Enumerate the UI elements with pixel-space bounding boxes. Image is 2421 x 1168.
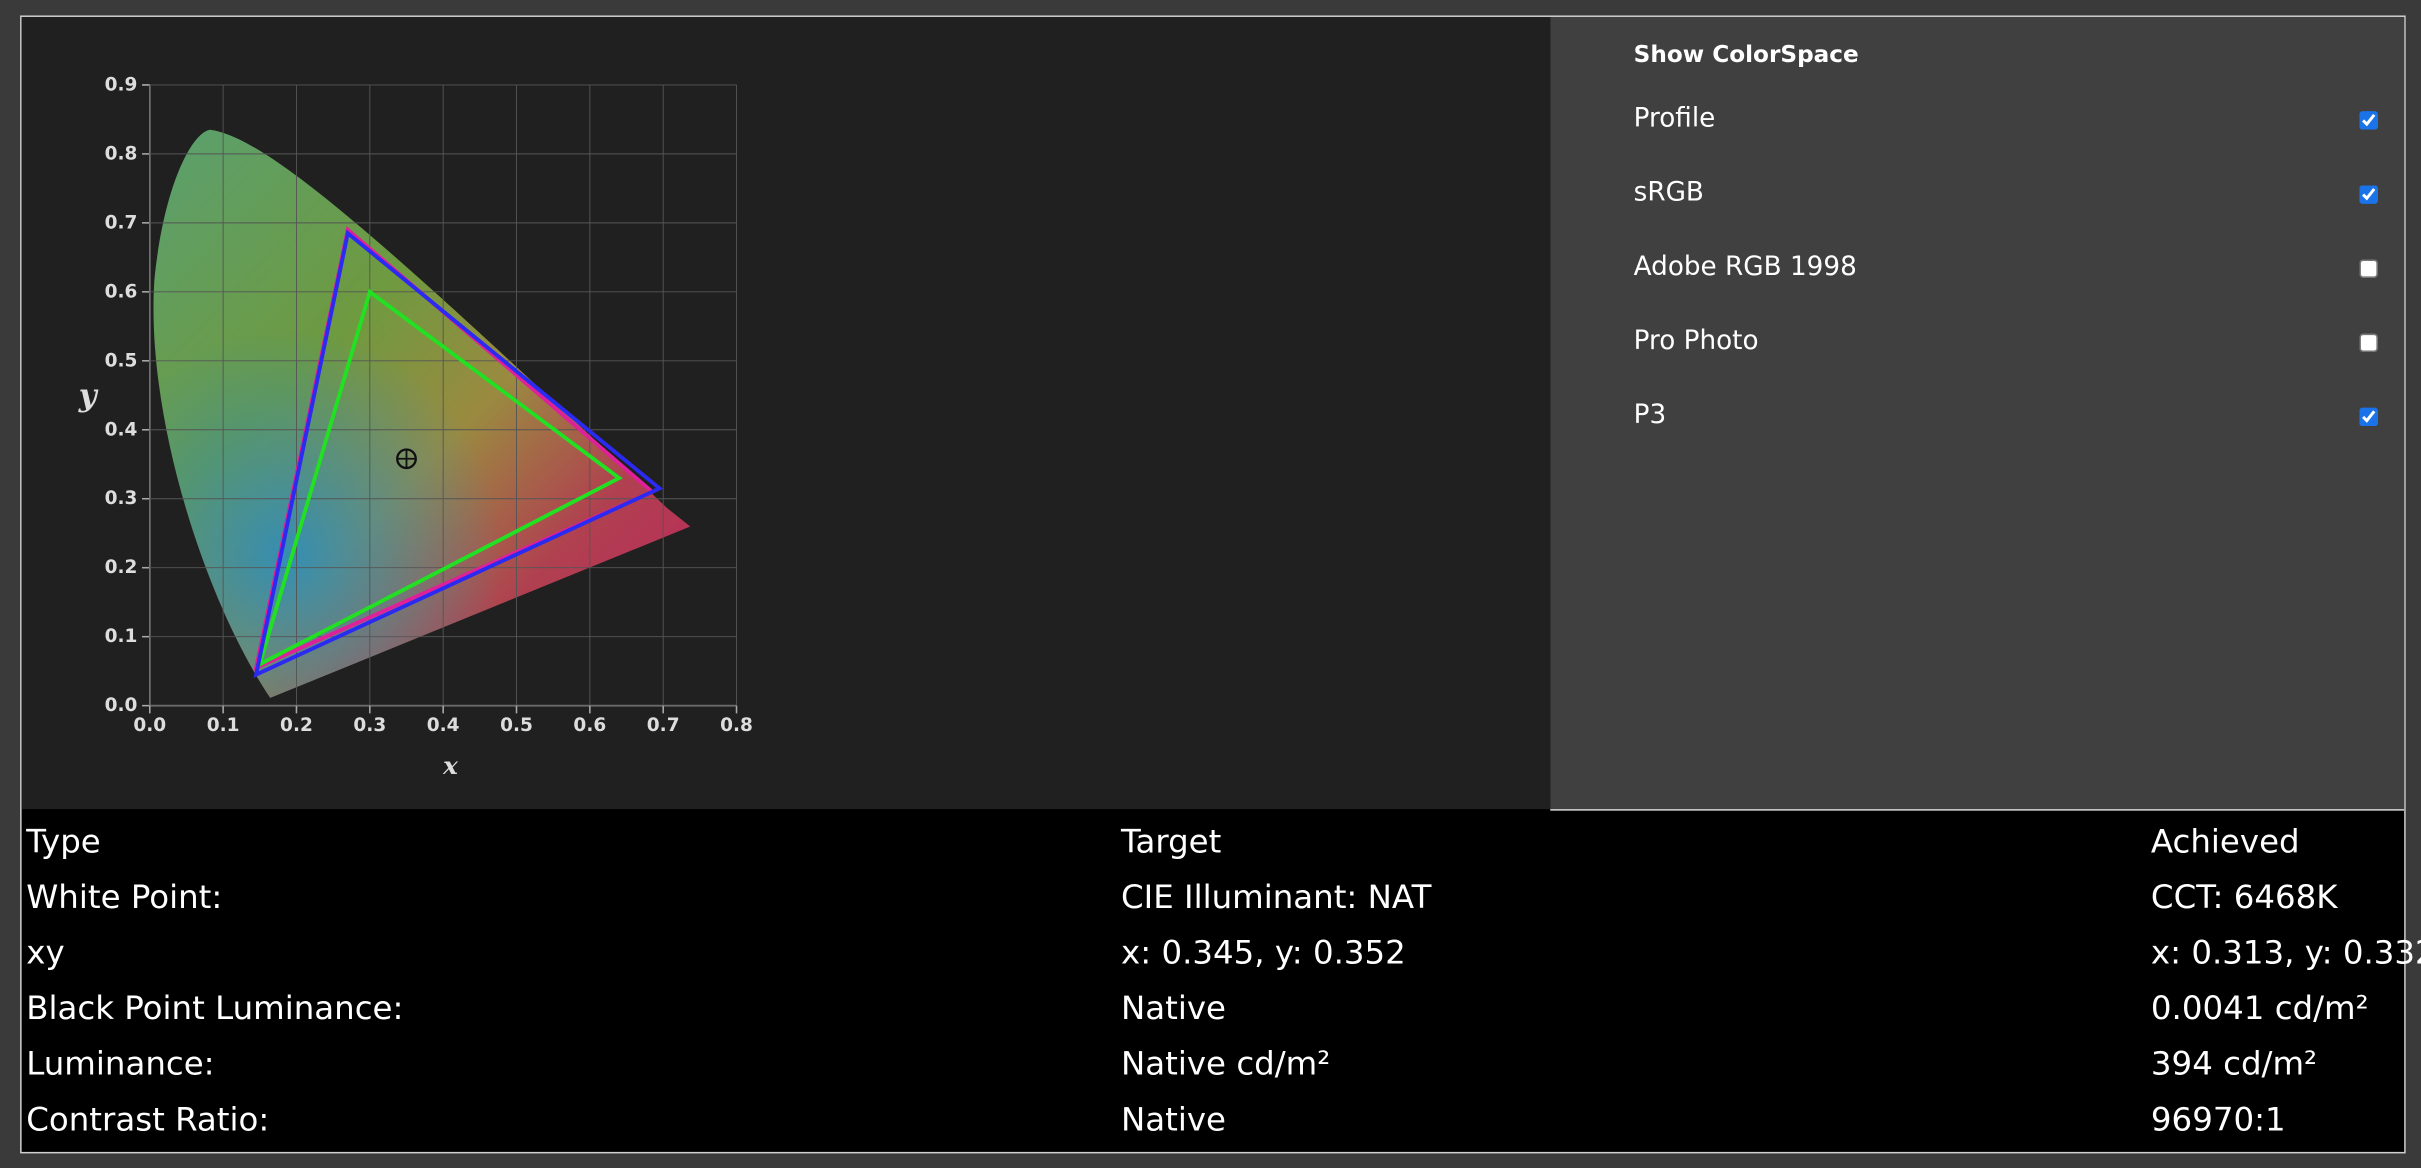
- table-cell: CIE Illuminant: NAT: [1121, 878, 1432, 916]
- table-cell: White Point:: [26, 878, 223, 916]
- table-header: Achieved: [2150, 823, 2300, 861]
- x-tick-label: 0.7: [647, 715, 680, 736]
- table-cell: x: 0.345, y: 0.352: [1121, 934, 1406, 972]
- x-tick-label: 0.8: [720, 715, 753, 736]
- table-cell: xy: [26, 934, 65, 972]
- y-tick-label: 0.7: [105, 212, 138, 233]
- table-header: Type: [26, 823, 101, 861]
- y-axis-label: y: [78, 377, 99, 413]
- x-tick-label: 0.2: [280, 715, 313, 736]
- x-tick-label: 0.0: [133, 715, 166, 736]
- option-checkbox[interactable]: [2359, 333, 2378, 353]
- x-tick-label: 0.3: [353, 715, 386, 736]
- option-checkbox[interactable]: [2359, 259, 2378, 278]
- option-checkbox[interactable]: [2359, 407, 2378, 427]
- table-cell: Native cd/m²: [1121, 1045, 1331, 1083]
- chart-pane: y x 0.0 0.1 0.2 0.3 0.4 0.5 0.6 0.7 0.8 0.9 0.0 0.1…: [21, 16, 1551, 810]
- chart: y x 0.0 0.1 0.2 0.3 0.4 0.5 0.6 0.7 0.8 0.9 0.0 0.1…: [78, 74, 753, 780]
- white-point-cross: [397, 449, 416, 469]
- x-axis-label: x: [442, 751, 458, 780]
- table-cell: x: 0.313, y: 0.332: [2150, 934, 2421, 972]
- table-header: Target: [1121, 823, 1222, 861]
- y-tick-label: 0.9: [105, 74, 138, 95]
- gamut-triangle: [253, 229, 664, 678]
- x-tick-label: 0.4: [427, 715, 460, 736]
- y-tick-label: 0.3: [105, 488, 138, 509]
- y-tick-label: 0.6: [105, 281, 138, 302]
- table-cell: 394 cd/m²: [2150, 1045, 2318, 1083]
- sidebar-title: Show ColorSpace: [1633, 40, 1859, 68]
- y-tick-label: 0.2: [105, 557, 138, 578]
- table-cell: CCT: 6468K: [2150, 878, 2338, 916]
- table-cell: 96970:1: [2150, 1100, 2286, 1139]
- sidebar: Show ColorSpace Profile sRGB Adobe RGB 199…: [1550, 16, 2405, 811]
- option-label[interactable]: Adobe RGB 1998: [1633, 251, 1857, 283]
- table-cell: Native: [1121, 989, 1227, 1027]
- option-label[interactable]: Profile: [1633, 103, 1716, 135]
- table-cell: Black Point Luminance:: [26, 989, 404, 1027]
- x-tick-label: 0.6: [573, 715, 606, 736]
- y-tick-label: 0.8: [105, 143, 138, 164]
- option-label[interactable]: sRGB: [1633, 177, 1704, 209]
- gamut-triangle: [256, 288, 623, 669]
- y-tick-label: 0.5: [105, 350, 138, 371]
- x-tick-label: 0.1: [207, 715, 240, 736]
- table-cell: Native: [1121, 1100, 1227, 1139]
- table-cell: Luminance:: [26, 1045, 215, 1083]
- spectral-locus-shade: [153, 129, 691, 698]
- x-tick-label: 0.5: [500, 715, 533, 736]
- y-tick-label: 0.0: [105, 695, 138, 716]
- y-tick-label: 0.1: [105, 626, 138, 647]
- y-tick-label: 0.4: [105, 419, 138, 440]
- window: y x 0.0 0.1 0.2 0.3 0.4 0.5 0.6 0.7 0.8 0.9 0.0 0.1…: [20, 15, 2421, 1154]
- option-checkbox[interactable]: [2359, 111, 2378, 130]
- option-label[interactable]: Pro Photo: [1633, 325, 1759, 357]
- table-cell: Contrast Ratio:: [26, 1100, 270, 1139]
- table-cell: 0.0041 cd/m²: [2150, 989, 2369, 1027]
- option-checkbox[interactable]: [2359, 185, 2378, 204]
- results-table: Type Target Achieved White Point: CIE Illumi…: [22, 811, 2421, 1152]
- option-label[interactable]: P3: [1633, 399, 1667, 431]
